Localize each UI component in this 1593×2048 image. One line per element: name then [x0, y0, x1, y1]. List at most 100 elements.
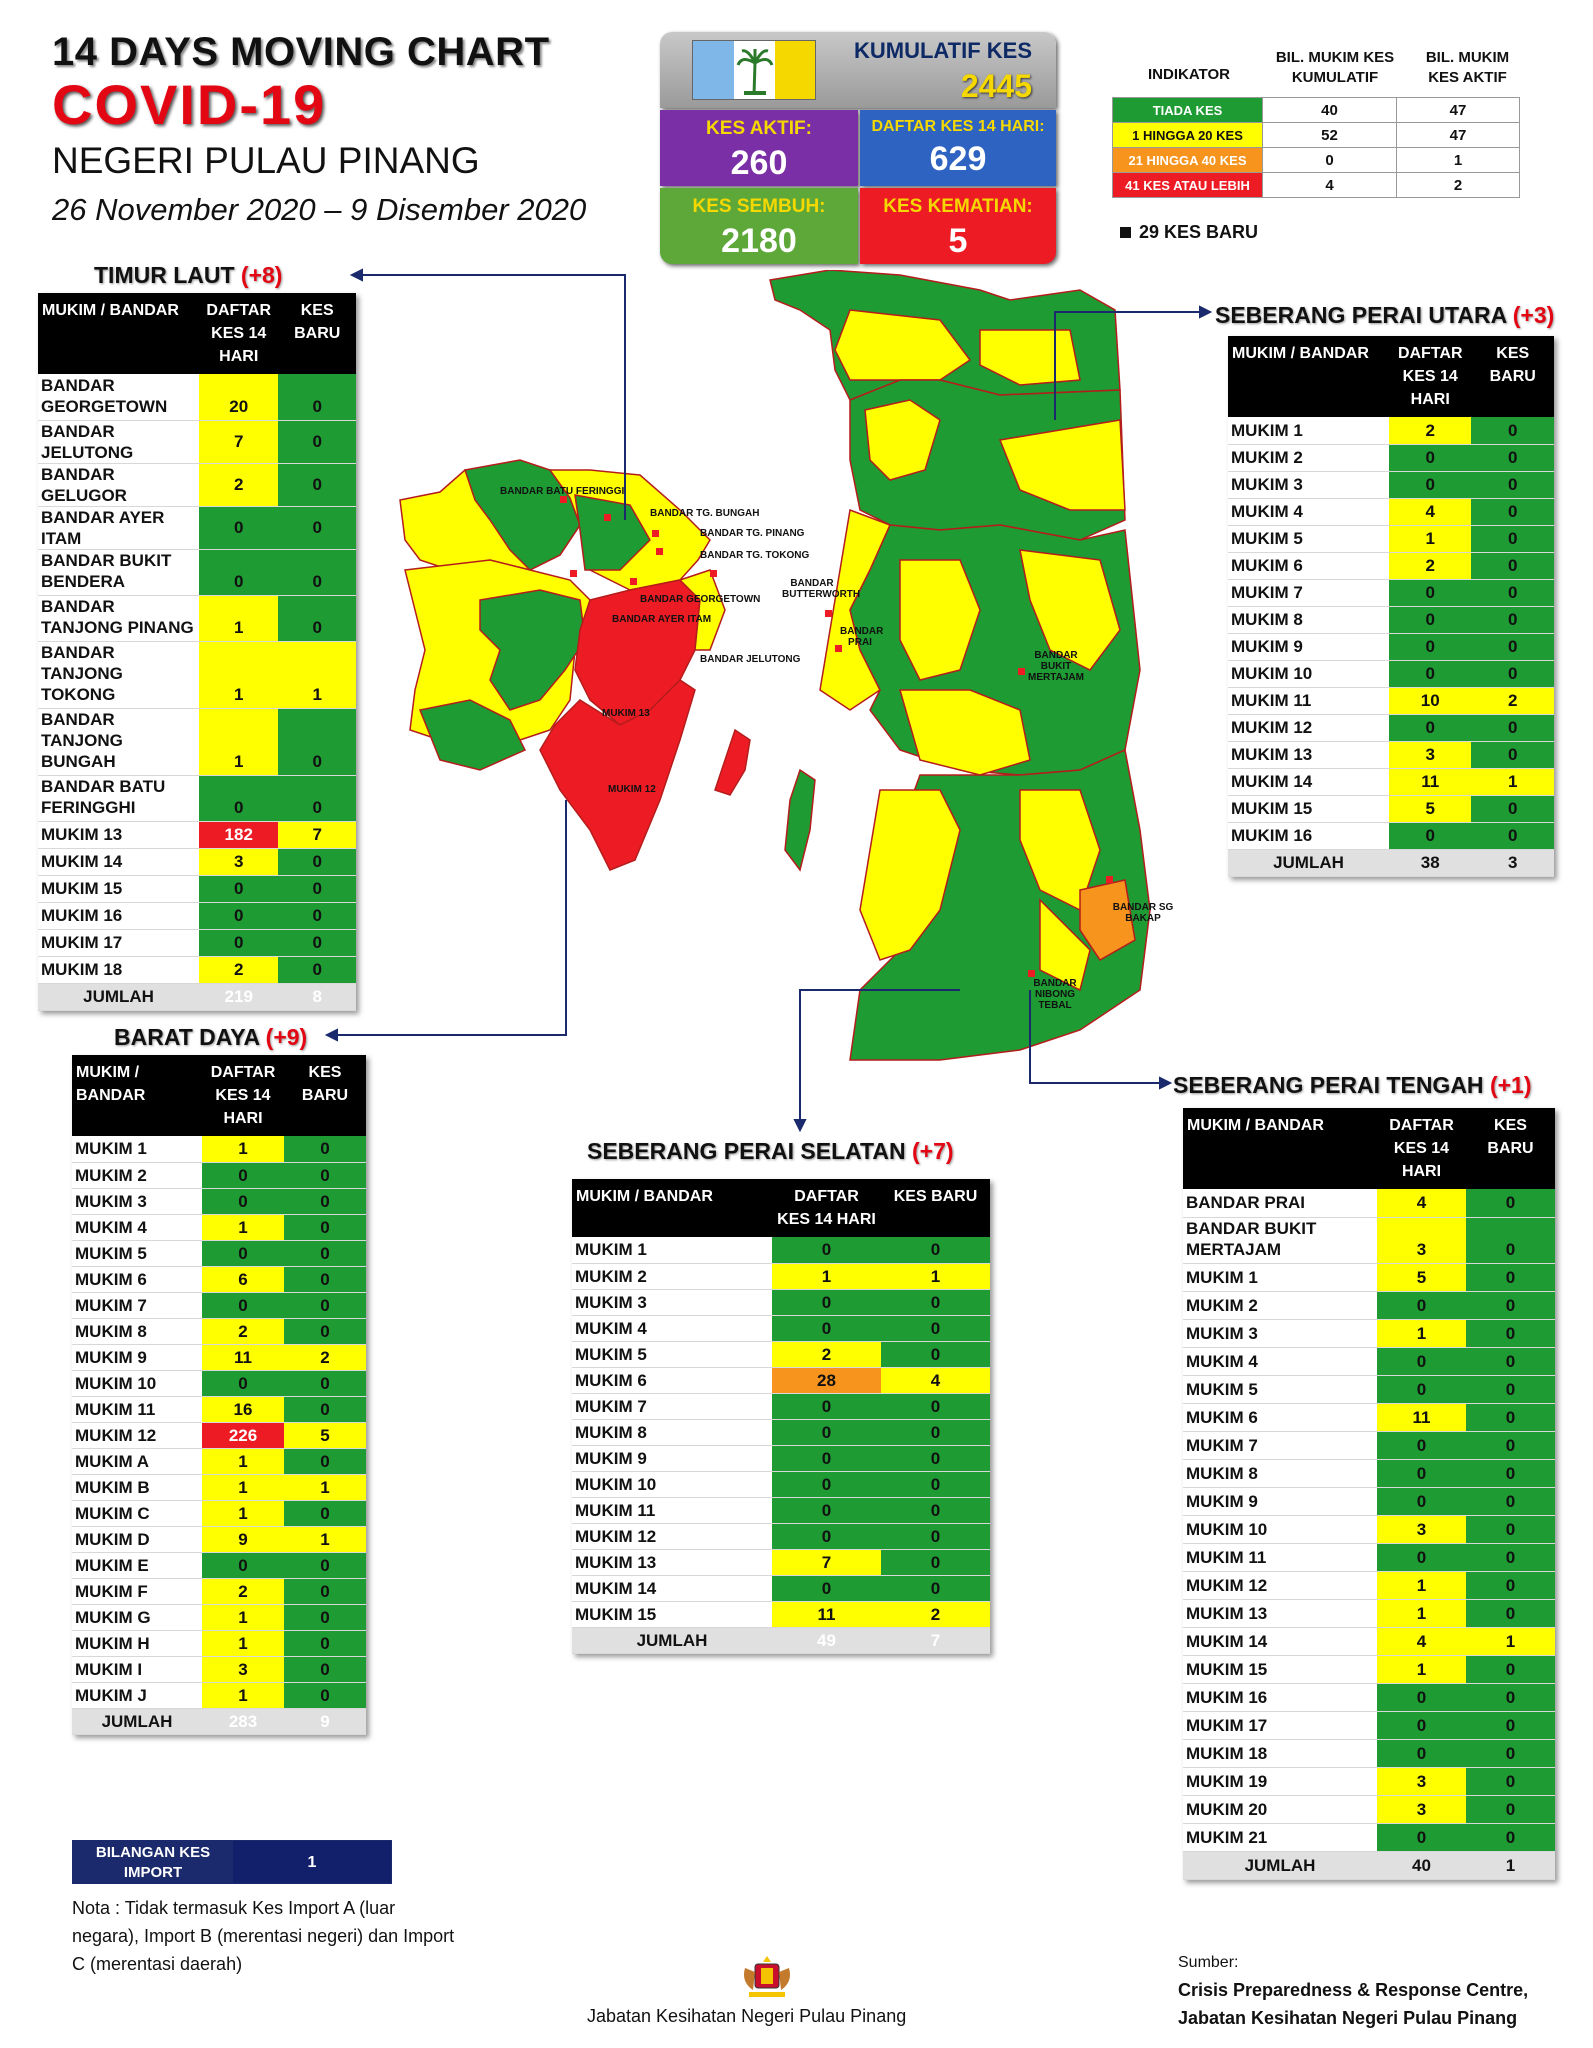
- map-label-butterworth: BANDAR BUTTERWORTH: [782, 578, 861, 600]
- table-row: BANDAR PRAI 4 0: [1183, 1189, 1555, 1218]
- table-row: MUKIM 19 3 0: [1183, 1767, 1555, 1796]
- daftar-cell: 11: [772, 1601, 881, 1628]
- row-name: MUKIM B: [72, 1474, 202, 1501]
- baru-cell: 0: [284, 1162, 366, 1189]
- daftar-cell: 2: [199, 463, 279, 507]
- row-name: MUKIM 2: [1228, 444, 1389, 472]
- row-name: MUKIM 18: [38, 956, 200, 984]
- baru-cell: 0: [278, 848, 356, 876]
- row-name: MUKIM 16: [38, 902, 200, 930]
- column-header: DAFTAR KES 14 HARI: [202, 1055, 284, 1136]
- row-name: MUKIM G: [72, 1604, 202, 1631]
- table-row: MUKIM 10 0 0: [1228, 660, 1554, 688]
- legend-aktif-value: 2: [1396, 172, 1520, 198]
- table-row: MUKIM 21 0 0: [1183, 1823, 1555, 1852]
- row-name: MUKIM 14: [1183, 1627, 1377, 1656]
- row-name: MUKIM 15: [38, 875, 200, 903]
- table-row: BANDAR JELUTONG 7 0: [38, 420, 356, 464]
- table-row: MUKIM 17 0 0: [1183, 1711, 1555, 1740]
- map-label-sg-bakap: BANDAR SG BAKAP: [1112, 902, 1174, 924]
- daftar-cell: 6: [202, 1266, 284, 1293]
- map-label-prai: BANDAR PRAI: [840, 626, 884, 648]
- spt-title: SEBERANG PERAI TENGAH (+1): [1173, 1072, 1532, 1098]
- daftar-cell: 1: [202, 1214, 284, 1241]
- row-name: MUKIM 6: [1183, 1403, 1377, 1432]
- import-note: Nota : Tidak termasuk Kes Import A (luar…: [72, 1898, 455, 1974]
- daftar-cell: 0: [202, 1240, 284, 1267]
- baru-cell: 0: [1471, 714, 1554, 742]
- table-row: BANDAR BUKIT BENDERA 0 0: [38, 549, 356, 596]
- baru-cell: 0: [1466, 1655, 1555, 1684]
- row-name: MUKIM 7: [1228, 579, 1389, 607]
- daftar-cell: 1: [202, 1682, 284, 1709]
- daftar-cell: 0: [199, 549, 279, 596]
- table-row: MUKIM 20 3 0: [1183, 1795, 1555, 1824]
- table-row: MUKIM 14 3 0: [38, 848, 356, 876]
- baru-cell: 0: [1471, 498, 1554, 526]
- daftar-cell: 0: [202, 1370, 284, 1397]
- import-label: BILANGAN KES IMPORT: [73, 1841, 233, 1883]
- total-value: 283: [202, 1708, 284, 1735]
- table-row: MUKIM 14 11 1: [1228, 768, 1554, 796]
- daftar-cell: 3: [1377, 1795, 1466, 1824]
- sembuh-value: 2180: [721, 222, 797, 260]
- kematian-label: KES KEMATIAN:: [883, 196, 1033, 217]
- total-value: 1: [1466, 1851, 1555, 1880]
- daftar-cell: 3: [199, 848, 279, 876]
- square-bullet-icon: [1120, 227, 1131, 238]
- daftar-cell: 0: [1377, 1711, 1466, 1740]
- baru-cell: 0: [1466, 1515, 1555, 1544]
- daftar-cell: 11: [202, 1344, 284, 1371]
- row-name: MUKIM 14: [1228, 768, 1389, 796]
- row-name: MUKIM 5: [1228, 525, 1389, 553]
- barat-daya-table: MUKIM / BANDAR DAFTAR KES 14 HARI KES BARU…: [72, 1055, 366, 1735]
- row-name: MUKIM 13: [38, 821, 200, 849]
- row-name: MUKIM 21: [1183, 1823, 1377, 1852]
- daftar-cell: 4: [1388, 498, 1472, 526]
- baru-cell: 0: [1466, 1217, 1555, 1264]
- baru-cell: 0: [1466, 1375, 1555, 1404]
- penang-map: [399, 270, 1151, 1061]
- baru-cell: 0: [1466, 1263, 1555, 1292]
- map-label-mukim12: MUKIM 12: [608, 784, 656, 795]
- baru-cell: 0: [284, 1604, 366, 1631]
- table-row: MUKIM 12 1 0: [1183, 1571, 1555, 1600]
- baru-cell: 0: [284, 1682, 366, 1709]
- row-name: BANDAR BUKIT MERTAJAM: [1183, 1217, 1377, 1264]
- daftar-cell: 1: [202, 1448, 284, 1475]
- row-name: MUKIM 14: [38, 848, 200, 876]
- legend-row: 1 HINGGA 20 KES 52 47: [1112, 122, 1520, 148]
- row-name: BANDAR GEORGETOWN: [38, 374, 200, 421]
- column-header: KES BARU: [284, 1055, 366, 1136]
- legend-label: 41 KES ATAU LEBIH: [1112, 172, 1263, 198]
- row-name: MUKIM 2: [572, 1263, 772, 1290]
- baru-cell: 0: [1466, 1767, 1555, 1796]
- column-header: DAFTAR KES 14 HARI: [1377, 1108, 1466, 1189]
- legend-aktif-value: 47: [1396, 97, 1520, 123]
- table-row: MUKIM 14 4 1: [1183, 1627, 1555, 1656]
- footer-src2: Jabatan Kesihatan Negeri Pulau Pinang: [1178, 2008, 1518, 2028]
- daftar-cell: 3: [1377, 1217, 1466, 1264]
- daftar-cell: 0: [772, 1523, 881, 1550]
- legend-kumulatif-value: 4: [1262, 172, 1397, 198]
- baru-cell: 0: [1471, 525, 1554, 553]
- baru-cell: 5: [284, 1422, 366, 1449]
- row-name: MUKIM 10: [72, 1370, 202, 1397]
- total-value: 219: [199, 983, 279, 1011]
- table-row: MUKIM 15 11 2: [572, 1601, 990, 1628]
- legend-table: TIADA KES 40 47 1 HINGGA 20 KES 52 47 21 HINGG…: [1112, 97, 1520, 198]
- baru-cell: 0: [881, 1419, 990, 1446]
- daftar-cell: 1: [1377, 1319, 1466, 1348]
- daftar-cell: 1: [1377, 1571, 1466, 1600]
- baru-cell: 0: [1471, 660, 1554, 688]
- daftar-cell: 1: [199, 595, 279, 642]
- column-header: MUKIM / BANDAR: [38, 293, 200, 374]
- daftar-cell: 0: [1388, 633, 1472, 661]
